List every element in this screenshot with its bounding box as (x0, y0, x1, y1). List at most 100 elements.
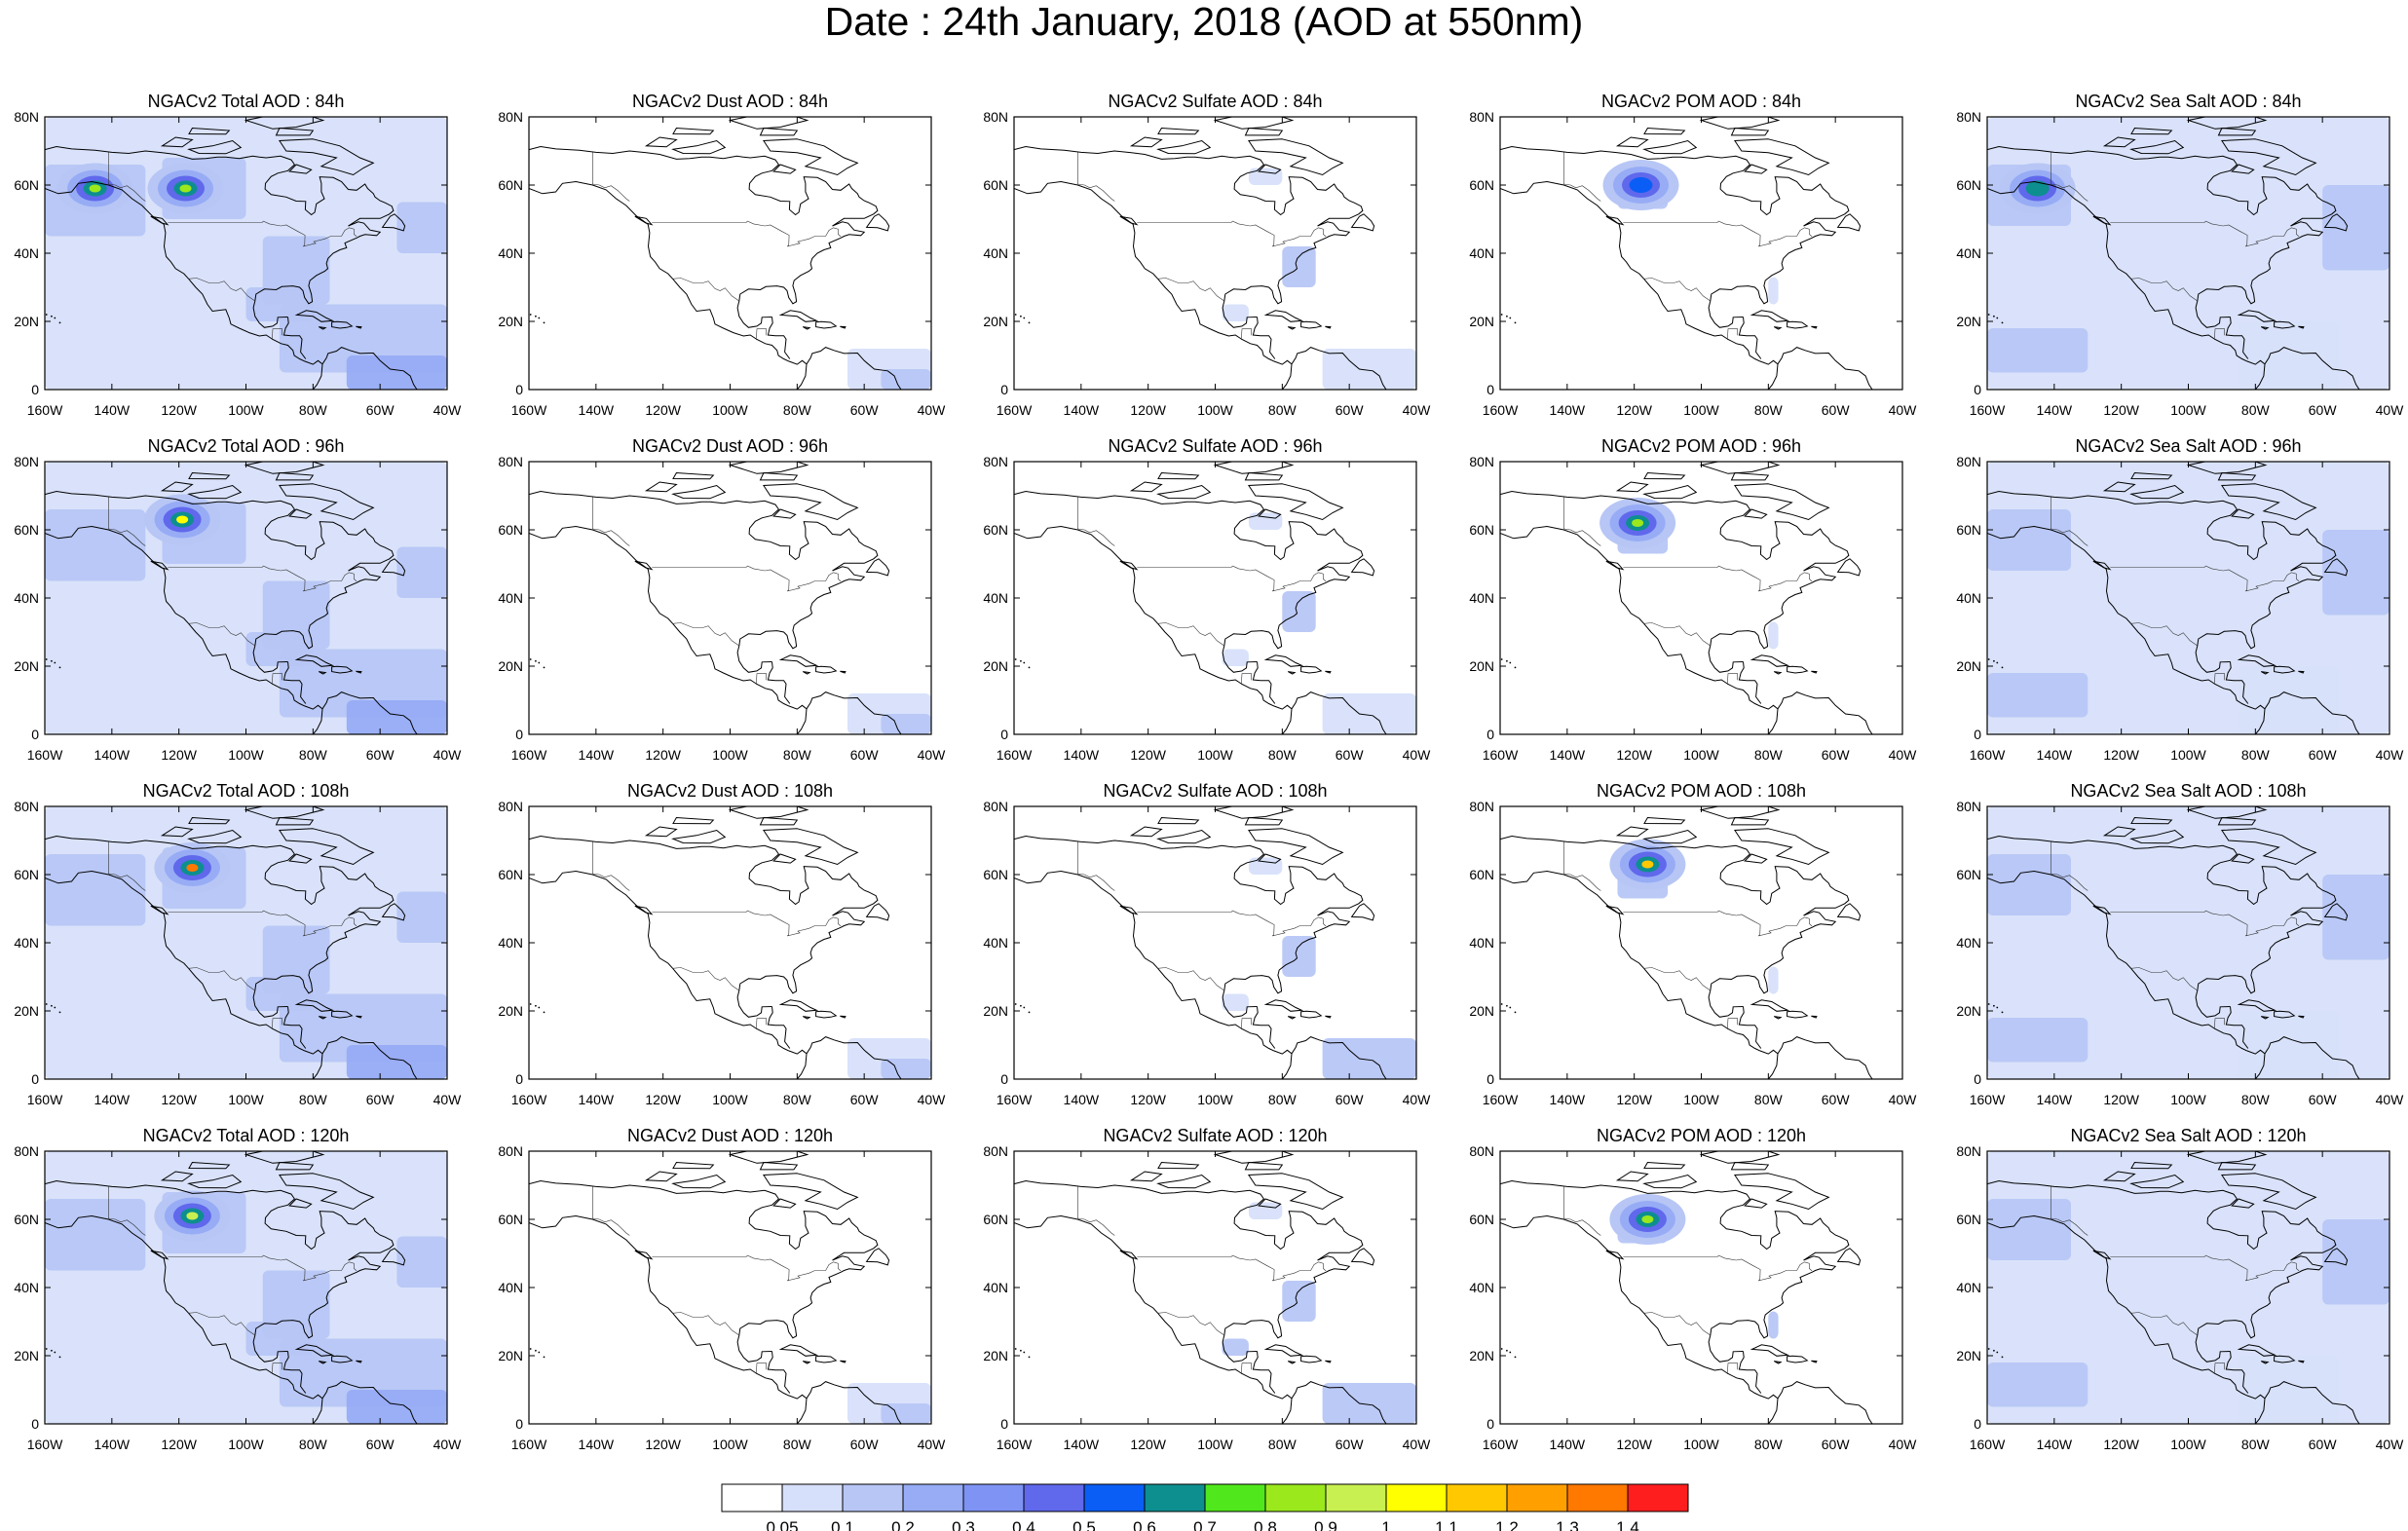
aod-patch (1222, 993, 1249, 1011)
lat-tick-label: 80N (1956, 454, 1981, 469)
map-plot: 80N 60N 40N 20N 0 160W 140W 120W 100W 80W 60W 40W (1469, 454, 1918, 763)
lon-tick-label: 160W (511, 1437, 547, 1452)
map-panel-sulfate-84h: NGACv2 Sulfate AOD : 84h 80N 60N 40N 20N 0 160… (969, 88, 1449, 433)
lat-tick-label: 40N (14, 590, 39, 606)
lat-tick-label: 60N (498, 522, 523, 538)
aod-patch (1222, 304, 1249, 321)
lon-tick-label: 140W (579, 1437, 615, 1452)
aod-patch (2239, 666, 2340, 734)
lat-tick-label: 80N (983, 454, 1008, 469)
lon-tick-label: 60W (366, 402, 395, 418)
map-plot: 80N 60N 40N 20N 0 160W 140W 120W 100W 80W 60W 40W (498, 109, 946, 418)
lon-tick-label: 100W (1683, 1092, 1719, 1107)
lat-tick-label: 20N (498, 1003, 523, 1019)
lat-tick-label: 40N (1469, 935, 1494, 951)
map-panel-sulfate-96h: NGACv2 Sulfate AOD : 96h 80N 60N 40N 20N 0 160… (969, 432, 1449, 778)
lon-tick-label: 140W (579, 402, 615, 418)
lon-tick-label: 40W (2376, 1092, 2405, 1107)
lat-tick-label: 20N (1956, 658, 1981, 674)
lat-tick-label: 60N (1956, 1212, 1981, 1227)
map-panel-dust-120h: NGACv2 Dust AOD : 120h 80N 60N 40N 20N 0 160W 1… (484, 1122, 964, 1468)
lon-tick-label: 160W (511, 747, 547, 763)
aod-field (1014, 462, 1416, 734)
coastlines (1987, 462, 2360, 734)
lon-tick-label: 60W (366, 1437, 395, 1452)
panel-title: NGACv2 Total AOD : 120h (142, 1126, 350, 1145)
map-panel-seasalt-84h: NGACv2 Sea Salt AOD : 84h 80N 60N 40N 20N 0 16… (1942, 88, 2408, 433)
smoke-plume-cell (176, 515, 189, 524)
lon-tick-label: 120W (645, 1092, 681, 1107)
panel-title: NGACv2 Dust AOD : 120h (626, 1126, 834, 1145)
panel-title: NGACv2 Sea Salt AOD : 108h (2070, 781, 2307, 801)
smoke-plume-cell (1635, 181, 1647, 189)
coastlines (45, 806, 418, 1079)
lon-tick-label: 100W (1197, 1437, 1233, 1452)
lon-tick-label: 80W (2241, 1092, 2271, 1107)
aod-field (1987, 806, 2389, 1079)
lon-tick-label: 40W (2376, 747, 2405, 763)
aod-patch (346, 1045, 447, 1079)
panel-title: NGACv2 POM AOD : 120h (1596, 1126, 1807, 1145)
lat-tick-label: 80N (498, 454, 523, 469)
panel-title: NGACv2 Dust AOD : 84h (631, 92, 829, 111)
lon-tick-label: 80W (783, 747, 812, 763)
lon-tick-label: 160W (1483, 402, 1519, 418)
lon-tick-label: 140W (2037, 402, 2073, 418)
lon-tick-label: 100W (2170, 747, 2206, 763)
map-panel-sulfate-108h: NGACv2 Sulfate AOD : 108h 80N 60N 40N 20N 0 16… (969, 777, 1449, 1123)
lon-tick-label: 40W (918, 747, 947, 763)
aod-patch (1282, 1281, 1316, 1322)
political-borders (1563, 152, 1813, 340)
aod-patch (1322, 1383, 1416, 1424)
lat-tick-label: 20N (14, 658, 39, 674)
map-panel-pom-120h: NGACv2 POM AOD : 120h 80N 60N 40N 20N 0 160W 14… (1455, 1122, 1936, 1468)
political-borders (1077, 841, 1327, 1029)
lon-tick-label: 120W (161, 747, 197, 763)
aod-patch (1248, 512, 1283, 530)
lon-tick-label: 80W (299, 402, 328, 418)
lon-tick-label: 140W (2037, 1092, 2073, 1107)
lon-tick-label: 140W (1064, 747, 1100, 763)
lat-tick-label: 80N (14, 109, 39, 125)
lon-tick-label: 100W (1197, 747, 1233, 763)
lon-tick-label: 120W (1616, 747, 1652, 763)
map-plot: 80N 60N 40N 20N 0 160W 140W 120W 100W 80W 60W 40W (14, 1143, 462, 1452)
smoke-plume-cell (2031, 184, 2044, 193)
lon-tick-label: 40W (1889, 1437, 1918, 1452)
lat-tick-label: 60N (983, 522, 1008, 538)
aod-field (1014, 1151, 1416, 1424)
lat-tick-label: 80N (1469, 109, 1494, 125)
lat-tick-label: 20N (14, 1348, 39, 1363)
lat-tick-label: 80N (1956, 109, 1981, 125)
political-borders (108, 497, 357, 685)
political-borders (2051, 1186, 2300, 1374)
lon-tick-label: 140W (2037, 1437, 2073, 1452)
lon-tick-label: 80W (1754, 1437, 1784, 1452)
lat-tick-label: 20N (14, 1003, 39, 1019)
coastlines (1500, 806, 1873, 1079)
panel-title: NGACv2 Sulfate AOD : 84h (1108, 92, 1323, 111)
smoke-plume-cell (1632, 519, 1644, 527)
lon-tick-label: 80W (299, 747, 328, 763)
smoke-plume-cell (186, 1212, 199, 1220)
map-plot: 80N 60N 40N 20N 0 160W 140W 120W 100W 80W 60W 40W (1469, 799, 1917, 1107)
lon-tick-label: 80W (783, 402, 812, 418)
panel-title: NGACv2 Sulfate AOD : 96h (1108, 436, 1323, 456)
lat-tick-label: 80N (14, 1143, 39, 1159)
lat-tick-label: 80N (14, 799, 39, 814)
colorbar-label: 1.3 (1556, 1518, 1579, 1531)
colorbar-label: 0.9 (1314, 1518, 1337, 1531)
lon-tick-label: 120W (2103, 1437, 2139, 1452)
lon-tick-label: 40W (433, 747, 463, 763)
map-panel-pom-84h: NGACv2 POM AOD : 84h 80N 60N 40N 20N 0 160W 140… (1455, 88, 1936, 433)
lat-tick-label: 60N (14, 522, 39, 538)
aod-field (529, 806, 931, 1079)
lon-tick-label: 120W (1616, 1092, 1652, 1107)
colorbar-label: 1.2 (1495, 1518, 1519, 1531)
lat-tick-label: 0 (1974, 1416, 1981, 1432)
lat-tick-label: 60N (1469, 867, 1494, 882)
lon-tick-label: 80W (783, 1092, 812, 1107)
map-plot: 80N 60N 40N 20N 0 160W 140W 120W 100W 80W 60W 40W (1956, 799, 2405, 1107)
lon-tick-label: 40W (1889, 747, 1918, 763)
aod-patch (45, 509, 146, 581)
